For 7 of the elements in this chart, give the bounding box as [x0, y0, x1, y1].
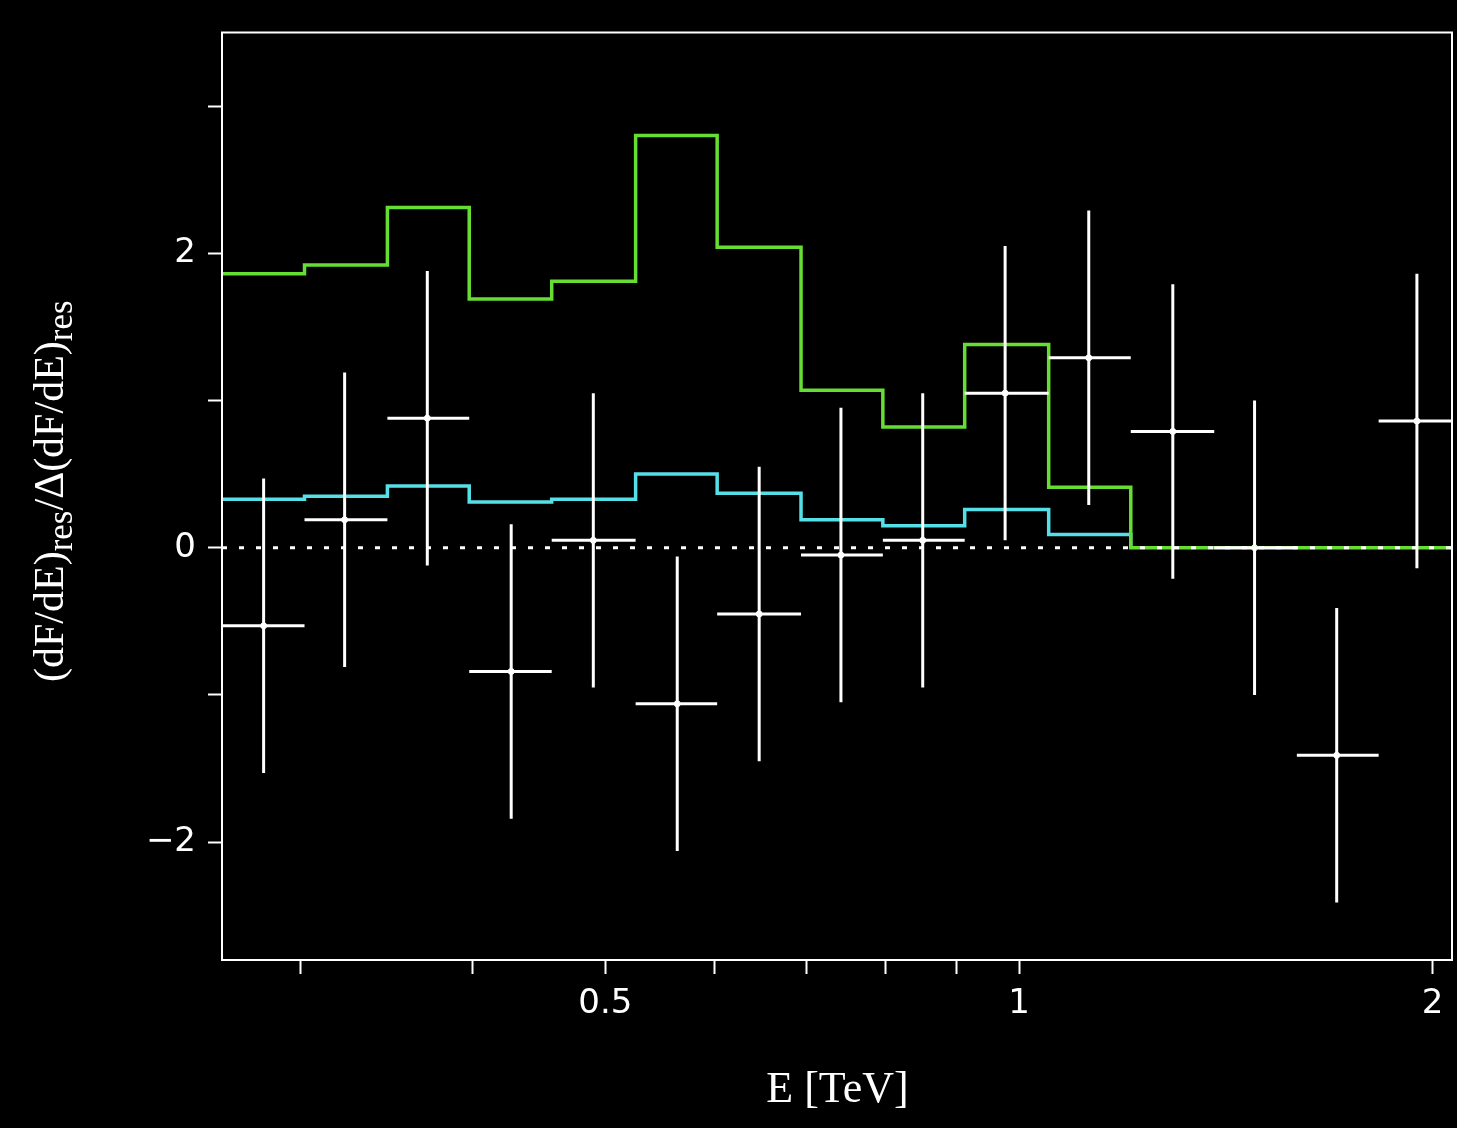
- y-tick-label: 0: [174, 524, 196, 565]
- x-axis-title: E [TeV]: [765, 1062, 910, 1113]
- y-tick-label: −2: [145, 819, 196, 860]
- x-tick-label: 2: [1421, 981, 1444, 1022]
- x-tick-label: 1: [1008, 981, 1030, 1022]
- x-tick-label: 0.5: [578, 981, 633, 1022]
- y-tick-label: 2: [174, 230, 196, 271]
